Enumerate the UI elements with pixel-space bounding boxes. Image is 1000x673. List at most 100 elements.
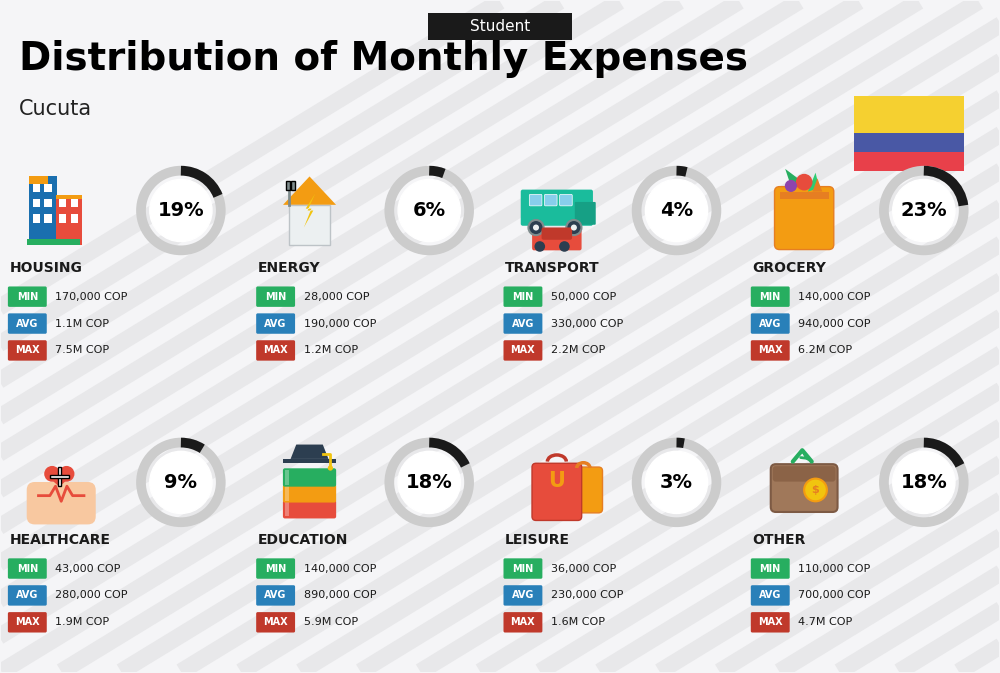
Text: MAX: MAX	[15, 345, 40, 355]
FancyBboxPatch shape	[256, 559, 295, 579]
Text: 1.2M COP: 1.2M COP	[304, 345, 358, 355]
FancyBboxPatch shape	[8, 287, 47, 307]
Text: 6.2M COP: 6.2M COP	[798, 345, 852, 355]
FancyBboxPatch shape	[773, 466, 836, 482]
Text: MIN: MIN	[512, 291, 534, 302]
Text: AVG: AVG	[16, 318, 39, 328]
FancyBboxPatch shape	[503, 612, 542, 633]
Circle shape	[398, 180, 460, 242]
FancyBboxPatch shape	[59, 214, 66, 223]
Text: AVG: AVG	[759, 590, 781, 600]
FancyBboxPatch shape	[44, 214, 52, 223]
FancyBboxPatch shape	[854, 133, 964, 152]
Circle shape	[796, 174, 812, 190]
Text: AVG: AVG	[512, 318, 534, 328]
FancyBboxPatch shape	[8, 341, 47, 361]
Text: MIN: MIN	[512, 563, 534, 573]
FancyBboxPatch shape	[256, 341, 295, 361]
FancyBboxPatch shape	[59, 199, 66, 207]
Text: 23%: 23%	[901, 201, 947, 220]
Text: EDUCATION: EDUCATION	[258, 533, 348, 547]
Text: Cucuta: Cucuta	[19, 99, 92, 119]
FancyBboxPatch shape	[33, 199, 40, 207]
Text: 5.9M COP: 5.9M COP	[304, 617, 358, 627]
Polygon shape	[45, 474, 74, 487]
Text: 940,000 COP: 940,000 COP	[798, 318, 871, 328]
Text: LEISURE: LEISURE	[505, 533, 570, 547]
FancyBboxPatch shape	[285, 470, 289, 485]
FancyBboxPatch shape	[751, 287, 790, 307]
FancyBboxPatch shape	[575, 202, 596, 225]
Text: 4.7M COP: 4.7M COP	[798, 617, 852, 627]
FancyBboxPatch shape	[44, 184, 52, 192]
Text: AVG: AVG	[264, 590, 287, 600]
FancyBboxPatch shape	[27, 239, 80, 244]
Text: Student: Student	[470, 19, 530, 34]
Text: U: U	[548, 470, 565, 491]
Text: MAX: MAX	[15, 617, 40, 627]
Circle shape	[559, 241, 570, 252]
FancyBboxPatch shape	[29, 176, 57, 244]
Text: 3%: 3%	[660, 473, 693, 492]
Text: 6%: 6%	[413, 201, 446, 220]
FancyBboxPatch shape	[532, 463, 582, 520]
Text: HEALTHCARE: HEALTHCARE	[9, 533, 110, 547]
Circle shape	[398, 452, 460, 513]
Text: AVG: AVG	[16, 590, 39, 600]
FancyBboxPatch shape	[503, 586, 542, 606]
Text: MIN: MIN	[17, 563, 38, 573]
Polygon shape	[785, 169, 800, 192]
Text: MAX: MAX	[758, 617, 783, 627]
Text: 110,000 COP: 110,000 COP	[798, 563, 870, 573]
Text: MAX: MAX	[511, 345, 535, 355]
FancyBboxPatch shape	[751, 586, 790, 606]
Text: MIN: MIN	[760, 563, 781, 573]
Circle shape	[645, 180, 708, 242]
FancyBboxPatch shape	[285, 502, 289, 516]
FancyBboxPatch shape	[751, 314, 790, 334]
Text: AVG: AVG	[512, 590, 534, 600]
Text: 28,000 COP: 28,000 COP	[304, 291, 369, 302]
Text: AVG: AVG	[264, 318, 287, 328]
FancyBboxPatch shape	[854, 152, 964, 171]
FancyBboxPatch shape	[33, 214, 40, 223]
Text: 170,000 COP: 170,000 COP	[55, 291, 128, 302]
FancyBboxPatch shape	[71, 199, 78, 207]
FancyBboxPatch shape	[44, 199, 52, 207]
Text: 1.6M COP: 1.6M COP	[551, 617, 605, 627]
FancyBboxPatch shape	[521, 190, 593, 225]
Polygon shape	[808, 173, 819, 192]
FancyBboxPatch shape	[256, 612, 295, 633]
Circle shape	[44, 466, 60, 482]
Text: MIN: MIN	[17, 291, 38, 302]
Polygon shape	[304, 194, 315, 227]
Circle shape	[59, 466, 74, 482]
FancyBboxPatch shape	[560, 194, 572, 206]
Text: 9%: 9%	[164, 473, 197, 492]
Circle shape	[528, 220, 544, 235]
FancyBboxPatch shape	[503, 559, 542, 579]
FancyBboxPatch shape	[503, 341, 542, 361]
FancyBboxPatch shape	[775, 186, 834, 250]
FancyBboxPatch shape	[503, 287, 542, 307]
FancyBboxPatch shape	[8, 612, 47, 633]
Text: 36,000 COP: 36,000 COP	[551, 563, 616, 573]
Text: 1.1M COP: 1.1M COP	[55, 318, 109, 328]
FancyBboxPatch shape	[50, 475, 69, 479]
Text: MIN: MIN	[265, 563, 286, 573]
FancyBboxPatch shape	[544, 194, 557, 206]
Text: ENERGY: ENERGY	[258, 261, 320, 275]
FancyBboxPatch shape	[529, 194, 542, 206]
Polygon shape	[291, 445, 328, 459]
Text: 18%: 18%	[900, 473, 947, 492]
FancyBboxPatch shape	[56, 194, 82, 199]
FancyBboxPatch shape	[256, 287, 295, 307]
Text: 7.5M COP: 7.5M COP	[55, 345, 109, 355]
Text: 43,000 COP: 43,000 COP	[55, 563, 121, 573]
Circle shape	[893, 180, 955, 242]
Text: 140,000 COP: 140,000 COP	[304, 563, 376, 573]
Polygon shape	[283, 176, 336, 205]
Text: MAX: MAX	[511, 617, 535, 627]
Text: 2.2M COP: 2.2M COP	[551, 345, 605, 355]
FancyBboxPatch shape	[256, 586, 295, 606]
